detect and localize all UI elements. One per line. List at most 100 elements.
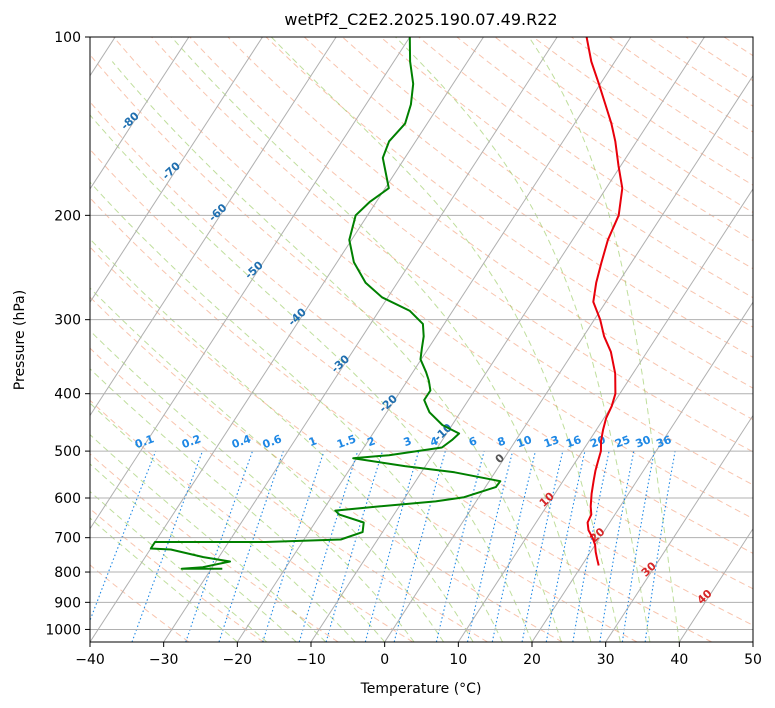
moist-adiabat (90, 114, 533, 642)
y-tick-label: 100 (54, 30, 81, 46)
mixing-ratio-line (364, 450, 420, 642)
dry-adiabat (723, 37, 753, 57)
dry-adiabat (265, 37, 753, 389)
moist-adiabat (171, 37, 592, 642)
x-tick-label: −30 (149, 652, 179, 668)
dry-adiabat (303, 37, 753, 358)
dry-adiabat (227, 37, 753, 421)
dry-adiabat (418, 37, 753, 270)
dry-adiabat (494, 37, 753, 214)
dry-adiabat (90, 101, 753, 590)
isotherm-line (90, 37, 263, 304)
moist-adiabat (395, 37, 651, 642)
x-tick-label: 30 (597, 652, 615, 668)
isotherm-label: -30 (329, 352, 353, 375)
moist-adiabat (270, 37, 621, 642)
isotherm-line (678, 527, 753, 642)
mixing-ratio-line (545, 450, 586, 642)
y-tick-label: 900 (54, 595, 81, 611)
dry-adiabat (762, 37, 775, 642)
dry-adiabat (90, 508, 264, 642)
isotherm-label: -40 (286, 305, 310, 328)
isotherm-label: -50 (242, 258, 266, 281)
line-annotations: -100-90-80-70-60-50-40-30-20-10010203040… (25, 20, 715, 607)
mixing-ratio-line (218, 450, 284, 642)
dry-adiabat (90, 246, 638, 642)
mixing-ratio-line (644, 451, 676, 642)
mixing-ratio-label: 8 (496, 434, 508, 449)
mixing-ratio-label: 0.6 (261, 432, 284, 451)
isotherm-line (90, 37, 190, 190)
mixing-ratio-label: 36 (654, 433, 673, 451)
mixing-ratio-line (491, 450, 536, 642)
mixing-ratio-label: 1.5 (335, 432, 358, 451)
plot-frame (89, 36, 754, 643)
isotherm-label: -80 (118, 109, 142, 132)
mixing-ratio-label: 6 (467, 434, 479, 449)
moist-adiabat (528, 37, 680, 642)
mixing-ratio-line (298, 450, 359, 642)
dry-adiabat (90, 197, 712, 642)
moist-adiabat (90, 238, 474, 642)
mixing-ratio-label: 10 (515, 433, 534, 451)
y-axis-label: Pressure (hPa) (12, 290, 28, 390)
isotherm-label: -20 (377, 392, 401, 415)
temperature-profile (585, 37, 624, 566)
moist-adiabat (111, 61, 562, 642)
dry-adiabat (90, 347, 488, 642)
dry-adiabat (456, 37, 753, 241)
dry-adiabat (90, 564, 190, 642)
y-tick-label: 300 (54, 313, 81, 329)
dry-adiabat (90, 296, 563, 642)
mixing-ratio-label: 0.4 (230, 432, 253, 451)
isotherm-line (457, 188, 753, 642)
dry-adiabat (342, 37, 753, 328)
y-tick-label: 1000 (45, 622, 81, 638)
isotherm-line (531, 301, 753, 642)
mixing-ratio-label: 30 (634, 433, 653, 451)
mixing-ratio-line (393, 450, 446, 642)
mixing-ratio-label: 20 (588, 433, 607, 451)
x-tick-label: 0 (380, 652, 389, 668)
isotherm-line (605, 414, 753, 642)
dry-adiabat (90, 453, 339, 642)
isotherm-label: -100 (25, 20, 54, 49)
dry-adiabat (113, 37, 753, 520)
x-axis: −40 −30 −20 −10 0 10 20 30 40 50 (75, 642, 762, 668)
isotherm-line (310, 37, 705, 642)
y-tick-label: 700 (54, 531, 81, 547)
isotherm-line (90, 37, 484, 642)
x-tick-label: 20 (523, 652, 541, 668)
mixing-ratio-label: 2 (365, 434, 377, 449)
dry-adiabat (571, 37, 753, 159)
isotherm-label: 0 (493, 451, 508, 466)
isotherm-label: -70 (160, 159, 184, 182)
x-axis-label: Temperature (°C) (360, 681, 482, 697)
moist-adiabat (90, 490, 268, 642)
background-lines (90, 37, 775, 642)
mixing-ratio-line (131, 450, 204, 642)
mixing-ratio-line (90, 450, 157, 622)
isotherm-line (384, 74, 753, 642)
mixing-ratio-label: 16 (564, 433, 583, 451)
isotherm-line (90, 37, 411, 530)
x-tick-label: −20 (223, 652, 253, 668)
x-tick-label: 10 (449, 652, 467, 668)
mixing-ratio-line (325, 450, 384, 642)
mixing-ratio-label: 0.1 (133, 432, 156, 451)
y-tick-label: 200 (54, 208, 81, 224)
x-tick-label: 40 (670, 652, 688, 668)
y-tick-label: 800 (54, 565, 81, 581)
y-axis: 1000 900 800 700 600 500 400 300 200 100 (45, 30, 90, 638)
dry-adiabat (151, 37, 753, 486)
mixing-ratio-label: 3 (402, 434, 414, 449)
dry-adiabat (90, 148, 753, 626)
moist-adiabat (90, 368, 386, 642)
mixing-ratio-line (262, 450, 325, 642)
isotherm-line (163, 37, 558, 642)
isotherm-line (236, 37, 632, 642)
profiles (149, 37, 624, 570)
dewpoint-profile (149, 37, 502, 570)
y-tick-label: 400 (54, 387, 81, 403)
